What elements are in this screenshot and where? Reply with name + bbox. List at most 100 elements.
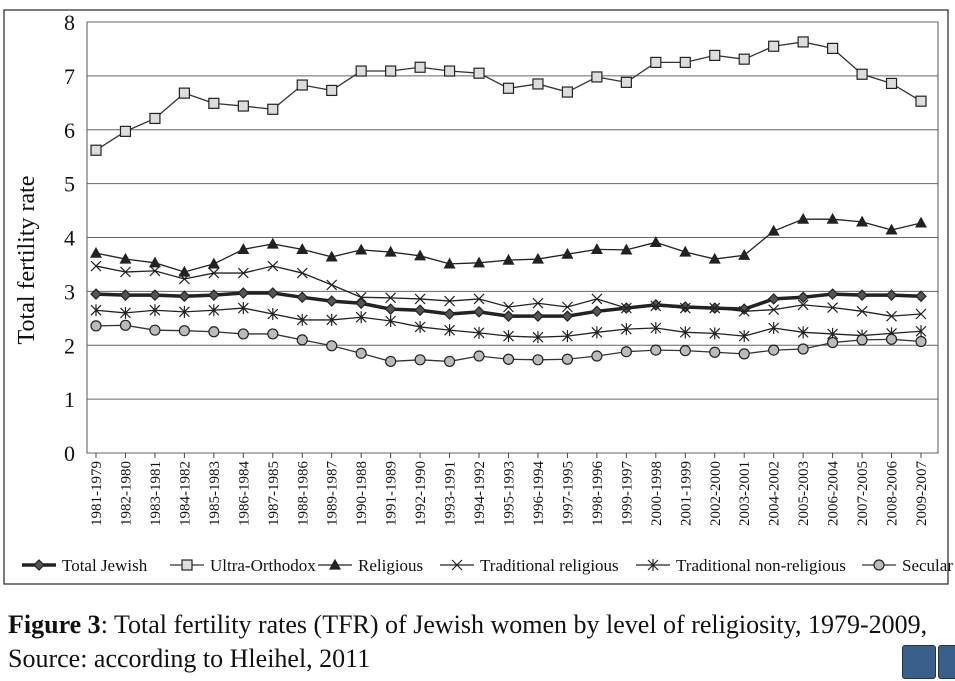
marker-shape xyxy=(738,53,750,65)
marker-shape xyxy=(414,249,427,261)
marker-shape xyxy=(149,112,161,125)
marker xyxy=(679,345,691,357)
marker xyxy=(208,267,220,279)
marker-shape xyxy=(33,559,45,571)
marker xyxy=(650,322,662,335)
marker-shape xyxy=(650,300,662,312)
legend-item: Secular xyxy=(862,556,953,575)
marker-shape xyxy=(355,65,367,77)
marker-shape xyxy=(502,82,515,94)
marker xyxy=(355,243,368,255)
marker-shape xyxy=(502,253,515,265)
marker xyxy=(856,305,868,317)
marker-shape xyxy=(414,61,426,73)
caption-label: Figure 3 xyxy=(8,610,101,639)
marker-shape xyxy=(503,301,514,313)
marker xyxy=(178,273,190,285)
marker xyxy=(296,79,308,91)
nav-icon[interactable] xyxy=(938,645,955,679)
marker xyxy=(178,325,190,337)
x-tick-label: 2005-2003 xyxy=(796,461,812,526)
legend-item: Traditional religious xyxy=(440,556,619,575)
x-tick-label: 1999-1997 xyxy=(619,461,635,526)
x-tick-label: 2004-2002 xyxy=(767,461,783,526)
marker xyxy=(90,144,102,156)
marker xyxy=(385,355,397,368)
marker xyxy=(738,305,750,317)
x-tick-label: 1991-1989 xyxy=(384,461,400,526)
marker-shape xyxy=(149,324,161,336)
marker xyxy=(647,559,659,571)
marker xyxy=(119,252,132,264)
marker xyxy=(562,330,573,343)
marker-shape xyxy=(120,306,131,319)
marker-shape xyxy=(355,311,367,324)
marker xyxy=(856,334,868,346)
chart: Total fertility rate 0 1 2 3 4 5 6 7 8 1981-1979 1… xyxy=(3,9,953,585)
marker-shape xyxy=(414,293,426,305)
marker-shape xyxy=(90,144,102,156)
marker-shape xyxy=(738,330,750,343)
marker-shape xyxy=(561,310,574,323)
marker-shape xyxy=(562,301,573,313)
marker-shape xyxy=(355,297,368,310)
marker-shape xyxy=(532,297,544,309)
caption: Figure 3: Total fertility rates (TFR) of… xyxy=(8,608,948,680)
marker-shape xyxy=(119,319,132,331)
marker xyxy=(915,290,927,303)
x-tick-label: 2006-2004 xyxy=(826,461,842,526)
marker-shape xyxy=(178,305,190,318)
marker xyxy=(591,293,603,305)
marker xyxy=(827,302,839,313)
marker xyxy=(267,308,279,321)
marker-shape xyxy=(561,86,574,98)
marker xyxy=(355,347,367,359)
legend-item: Religious xyxy=(318,556,423,575)
marker xyxy=(502,353,515,365)
marker xyxy=(149,324,161,336)
legend-item: Total Jewish xyxy=(22,556,148,575)
marker xyxy=(620,243,633,255)
legend-label: Religious xyxy=(358,556,423,575)
marker xyxy=(385,292,397,304)
marker xyxy=(119,125,132,137)
x-tick-label: 1982-1980 xyxy=(118,461,134,526)
marker-shape xyxy=(620,76,632,88)
marker-shape xyxy=(326,313,338,326)
marker xyxy=(120,266,131,278)
marker-shape xyxy=(885,333,898,345)
x-tick-label: 2007-2005 xyxy=(855,461,871,526)
marker xyxy=(149,265,161,277)
marker xyxy=(90,304,102,317)
marker xyxy=(873,559,885,571)
marker-shape xyxy=(826,288,839,300)
marker xyxy=(473,293,485,305)
expand-icon[interactable] xyxy=(902,645,936,679)
marker-shape xyxy=(384,245,397,257)
marker xyxy=(149,112,161,125)
marker xyxy=(503,301,514,313)
marker xyxy=(532,354,544,366)
marker-shape xyxy=(296,291,309,304)
marker xyxy=(885,289,898,301)
marker-shape xyxy=(562,330,573,343)
marker-shape xyxy=(237,328,249,340)
x-tick-label: 1998-1996 xyxy=(590,461,606,526)
marker-shape xyxy=(208,304,220,317)
marker xyxy=(326,340,338,352)
marker-shape xyxy=(414,320,426,333)
marker-shape xyxy=(385,65,397,77)
marker xyxy=(561,353,574,365)
marker-shape xyxy=(384,303,397,316)
marker-shape xyxy=(267,260,279,272)
marker-shape xyxy=(561,353,574,365)
marker-shape xyxy=(328,558,342,570)
marker xyxy=(181,559,193,571)
y-tick-label: 4 xyxy=(64,226,75,251)
marker-shape xyxy=(591,71,603,83)
y-tick-label: 0 xyxy=(64,441,75,466)
caption-text: : Total fertility rates (TFR) of Jewish … xyxy=(8,610,928,673)
marker-shape xyxy=(768,304,780,316)
marker xyxy=(443,308,456,320)
marker xyxy=(885,223,898,235)
